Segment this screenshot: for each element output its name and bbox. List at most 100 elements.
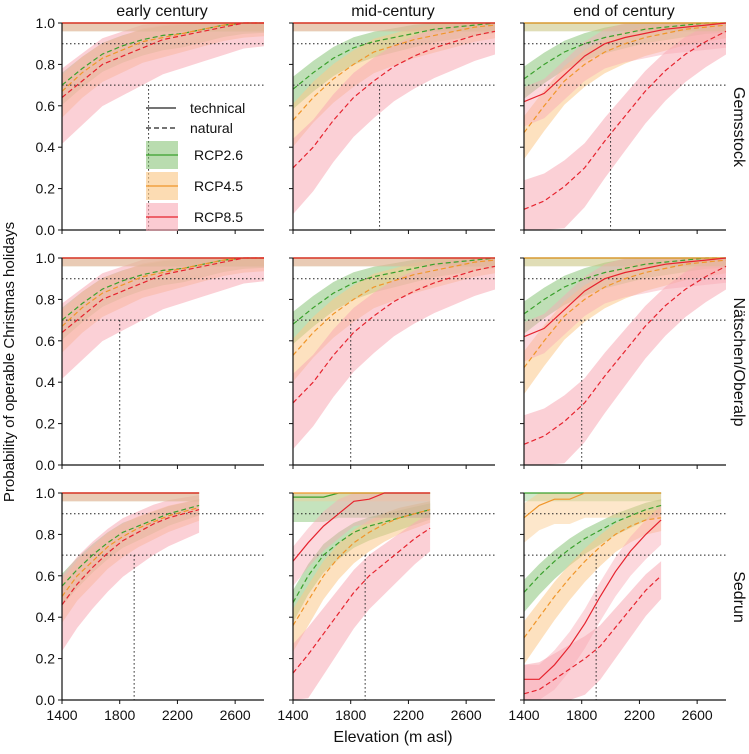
legend-rcp45-label: RCP4.5 [194,178,243,194]
natural-line-rcp26 [292,257,496,325]
panel-9: 1400 1800 2200 2600 [508,492,726,723]
natural-line-rcp85 [61,257,264,333]
technical-band-rcp26 [293,493,431,522]
legend-technical-label: technical [190,100,245,116]
y-tick-label: 0.8 [36,526,56,542]
y-tick-label: 0.2 [36,416,56,432]
legend: technical natural RCP2.6 RCP4.5 RCP8.5 [146,100,245,231]
band-rcp85 [62,258,264,379]
band-rcp85 [62,495,200,652]
panel-1: 0.0 0.2 0.4 0.6 0.8 1.0 [36,15,264,238]
natural-line-rcp45 [292,24,496,121]
column-title-mid: mid-century [351,3,435,20]
technical-line-rcp85 [292,492,431,562]
x-tick-label: 1400 [508,707,539,723]
x-tick-label: 1800 [566,707,597,723]
labels-group: early century mid-century end of century… [1,3,747,746]
technical-line-rcp85 [524,519,662,680]
technical-line-rcp85 [523,257,727,338]
row-label-sedrun: Sedrun [730,571,747,623]
y-axis-label: Probability of operable Christmas holida… [1,222,18,502]
natural-line-rcp26 [523,257,726,315]
natural-line-rcp85 [292,30,496,169]
technical-band-rcp45 [62,258,264,267]
x-tick-label: 2200 [393,707,424,723]
natural-line-rcp26 [292,509,431,603]
natural-line-rcp85 [61,22,264,98]
natural-line-rcp45 [523,517,662,639]
technical-band-rcp85 [293,258,495,267]
band-rcp85 [524,258,726,465]
row-label-naetschen: Nätschen/Oberalp [730,298,747,427]
technical-band-rcp45 [524,23,726,32]
y-tick-label: 1.0 [36,485,56,501]
band-rcp85 [524,561,662,700]
technical-band-rcp85 [62,493,200,502]
x-tick-label: 1400 [46,707,77,723]
legend-natural-label: natural [190,120,233,136]
y-tick-label: 0.6 [36,568,56,584]
technical-band-rcp26 [524,23,726,32]
x-tick-label: 1400 [277,707,308,723]
natural-line-rcp45 [523,259,727,369]
technical-band-rcp85 [62,258,264,267]
technical-band-rcp45 [62,23,264,32]
band-rcp26 [524,23,726,99]
natural-line-rcp45 [61,506,200,597]
x-tick-label: 2600 [682,707,713,723]
technical-band-rcp26 [62,493,200,502]
natural-line-rcp85 [523,575,662,695]
panel-8: 1400 1800 2200 2600 [277,492,495,723]
natural-line-rcp26 [61,22,264,86]
x-tick-label: 2200 [162,707,193,723]
natural-line-rcp45 [292,259,496,356]
row-label-gemsstock: Gemsstock [730,87,747,168]
y-tick-label: 0.4 [36,609,56,625]
technical-line-rcp45 [523,492,662,519]
technical-band-rcp26 [293,258,495,267]
natural-line-rcp85 [61,509,200,606]
natural-line-rcp45 [523,24,727,134]
technical-band-rcp45 [62,493,200,502]
natural-line-rcp85 [523,30,727,210]
column-title-early: early century [116,3,208,20]
y-tick-label: 1.0 [36,15,56,31]
panel-4: 0.0 0.2 0.4 0.6 0.8 1.0 [36,250,264,473]
y-tick-label: 0.0 [36,457,56,473]
y-tick-label: 0.0 [36,222,56,238]
technical-band-rcp85 [524,505,662,700]
y-tick-label: 0.4 [36,374,56,390]
band-rcp85 [293,258,495,450]
natural-line-rcp26 [61,257,264,321]
technical-band-rcp26 [62,258,264,267]
technical-band-rcp85 [293,493,431,587]
technical-band-rcp45 [293,258,495,267]
technical-band-rcp26 [293,23,495,32]
technical-line-rcp85 [523,22,727,103]
y-tick-label: 0.0 [36,692,56,708]
technical-band-rcp26 [62,23,264,32]
natural-line-rcp26 [292,22,496,90]
technical-band-rcp85 [293,23,495,32]
band-rcp26 [293,258,495,345]
band-rcp85 [293,513,431,700]
band-rcp85 [524,23,726,230]
x-axis-label: Elevation (m asl) [333,729,452,746]
technical-band-rcp45 [293,493,431,502]
technical-band-rcp45 [293,23,495,32]
y-tick-label: 0.4 [36,139,56,155]
x-tick-label: 2600 [220,707,251,723]
natural-line-rcp85 [292,527,431,674]
y-tick-label: 0.8 [36,56,56,72]
technical-band-rcp85 [524,258,726,362]
band-rcp45 [524,509,662,665]
technical-band-rcp26 [524,258,726,267]
panel-7: 0.0 0.2 0.4 0.6 0.8 1.0 1400 1800 2200 2600 [36,485,264,723]
y-tick-label: 0.2 [36,181,56,197]
technical-band-rcp85 [62,23,264,32]
panel-6 [520,257,727,469]
y-tick-label: 0.6 [36,333,56,349]
natural-line-rcp26 [523,22,726,80]
x-tick-label: 1800 [335,707,366,723]
